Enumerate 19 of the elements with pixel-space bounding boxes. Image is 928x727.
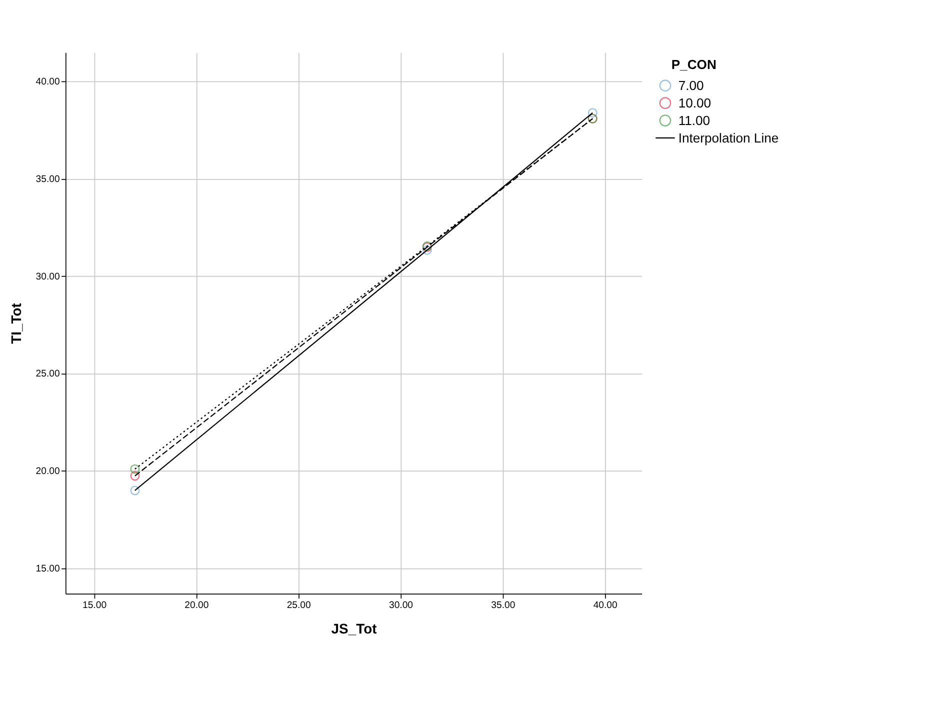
x-tick-label: 40.00 bbox=[593, 600, 618, 612]
y-tick-label: 30.00 bbox=[36, 271, 60, 282]
y-tick-label: 35.00 bbox=[36, 174, 60, 186]
y-tick-label: 20.00 bbox=[36, 466, 60, 478]
legend-label: 10.00 bbox=[678, 95, 712, 110]
x-tick-label: 20.00 bbox=[184, 600, 209, 612]
x-tick-label: 15.00 bbox=[82, 600, 107, 612]
legend-label: 11.00 bbox=[678, 112, 710, 128]
x-tick-label: 35.00 bbox=[491, 600, 516, 612]
y-tick-label: 40.00 bbox=[36, 76, 60, 88]
x-axis-title: JS_Tot bbox=[331, 620, 378, 636]
x-tick-label: 30.00 bbox=[388, 600, 414, 612]
y-tick-label: 15.00 bbox=[36, 563, 60, 574]
x-tick-label: 25.00 bbox=[286, 600, 311, 612]
y-tick-label: 25.00 bbox=[36, 368, 60, 380]
legend-label: 7.00 bbox=[678, 78, 704, 93]
y-axis-title: TI_Tot bbox=[8, 302, 24, 344]
legend-label: Interpolation Line bbox=[678, 130, 779, 146]
legend-title: P_CON bbox=[671, 57, 716, 72]
